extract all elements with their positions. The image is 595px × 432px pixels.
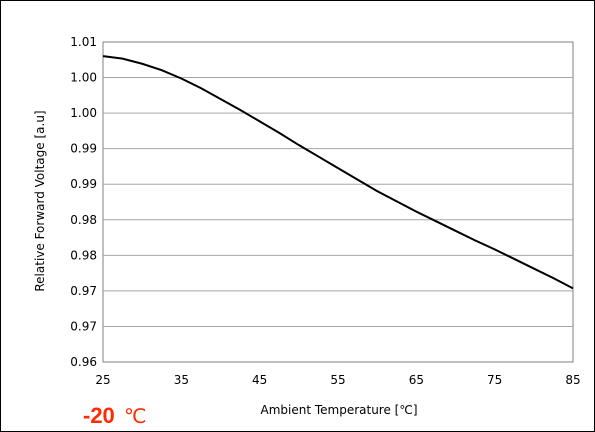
x-axis-title: Ambient Temperature [℃] xyxy=(260,403,417,417)
x-tick-labels: 25 35 45 55 65 75 85 xyxy=(95,373,580,387)
y-tick-label: 0.99 xyxy=(70,177,97,191)
y-tick-label: 0.97 xyxy=(70,284,97,298)
y-tick-label: 0.99 xyxy=(70,142,97,156)
y-tick-label: 1.00 xyxy=(70,106,97,120)
temperature-unit-label: ℃ xyxy=(124,404,146,428)
series-line xyxy=(102,55,574,290)
y-tick-label: 1.01 xyxy=(70,35,97,49)
y-tick-label: 0.96 xyxy=(70,355,97,369)
x-tick-label: 85 xyxy=(565,373,580,387)
y-tick-label: 0.98 xyxy=(70,248,97,262)
x-tick-label: 45 xyxy=(252,373,267,387)
plot-area xyxy=(102,41,574,363)
x-tick-label: 25 xyxy=(95,373,110,387)
x-tick-label: 55 xyxy=(330,373,345,387)
y-tick-label: 0.98 xyxy=(70,213,97,227)
x-tick-label: 75 xyxy=(487,373,502,387)
temperature-condition-label: -20 xyxy=(83,403,115,428)
y-axis-title: Relative Forward Voltage [a.u] xyxy=(33,110,47,291)
y-tick-labels: 1.01 1.00 1.00 0.99 0.99 0.98 0.98 0.97 0.97 0.96 xyxy=(70,35,97,369)
x-tick-label: 35 xyxy=(174,373,189,387)
y-tick-label: 1.00 xyxy=(70,71,97,85)
x-tick-label: 65 xyxy=(409,373,424,387)
y-tick-label: 0.97 xyxy=(70,319,97,333)
